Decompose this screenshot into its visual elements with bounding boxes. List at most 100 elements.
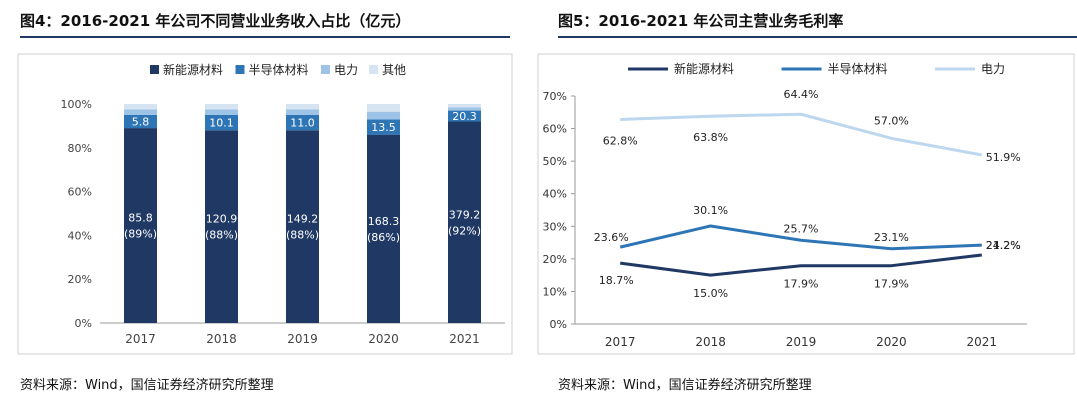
bar-segment-2 [124, 109, 157, 115]
legend-label-1: 半导体材料 [249, 63, 309, 77]
bar-segment-3 [367, 104, 400, 112]
line-data-label: 57.0% [874, 114, 909, 127]
series-line-1 [619, 224, 982, 251]
bar-segment-3 [205, 104, 238, 110]
legend-swatch-2 [321, 65, 330, 74]
bar-data-label: 13.5 [371, 121, 396, 134]
y-tick-label: 50% [543, 155, 567, 168]
y-tick-label: 60% [543, 123, 567, 136]
bar-data-label: 20.3 [452, 110, 477, 123]
plot-frame [17, 53, 513, 355]
bar-segment-0 [448, 121, 481, 324]
y-tick-label: 40% [543, 188, 567, 201]
legend-label-3: 其他 [382, 63, 406, 77]
x-tick-label: 2017 [125, 332, 156, 346]
right-chart-panel: 图5：2016-2021 年公司主营业务毛利率 新能源材料 半导体材料 电力 0% 10… [537, 0, 1077, 412]
line-data-label: 23.6% [594, 231, 629, 244]
legend-swatch-1 [235, 65, 245, 74]
legend-label-1: 半导体材料 [828, 62, 888, 76]
y-tick-label: 100% [61, 98, 92, 111]
line-chart: 新能源材料 半导体材料 电力 0% 10% 20% 30% 40% 50% 60% 70% 2017 2… [537, 53, 1075, 355]
bar-data-label: 11.0 [290, 117, 315, 130]
bar-segment-0 [205, 130, 238, 323]
y-tick-label: 20% [68, 273, 92, 286]
line-data-label: 30.1% [693, 204, 728, 217]
right-title-rule [558, 36, 1077, 38]
bar-data-label: 149.2 [287, 213, 319, 226]
line-data-label: 63.8% [693, 131, 728, 144]
bar-segment-1 [124, 114, 157, 129]
bar-segment-3 [286, 104, 319, 110]
bar-segment-3 [124, 104, 157, 110]
line-data-label: 23.1% [874, 231, 909, 244]
x-tick-label: 2021 [967, 335, 998, 349]
bar-segment-2 [367, 111, 400, 120]
stacked-bar-chart: 新能源材料 半导体材料 电力 其他 0% 20% 40% 60% 80% 100% 85.8 (89%… [17, 53, 513, 355]
bar-segment-0 [124, 128, 157, 323]
y-tick-label: 70% [543, 90, 567, 103]
bar-data-label: 5.8 [132, 116, 150, 129]
line-data-label: 64.4% [784, 88, 819, 101]
legend-label-2: 电力 [334, 63, 358, 77]
bar-segment-1 [205, 114, 238, 131]
line-data-label: 62.8% [603, 134, 638, 147]
x-tick-label: 2020 [876, 335, 907, 349]
bar-data-label: 120.9 [206, 213, 238, 226]
left-chart-panel: 图4：2016-2021 年公司不同营业业务收入占比（亿元） 新能源材料 半导体材… [0, 0, 520, 412]
y-tick-label: 10% [543, 285, 567, 298]
bar-segment-1 [367, 119, 400, 135]
left-chart-title: 图4：2016-2021 年公司不同营业业务收入占比（亿元） [20, 12, 411, 30]
bar-data-label: (92%) [448, 224, 481, 237]
y-tick-label: 30% [543, 220, 567, 233]
x-tick-label: 2017 [605, 335, 636, 349]
bar-data-label: 379.2 [449, 208, 481, 221]
y-tick-label: 20% [543, 253, 567, 266]
y-tick-label: 60% [68, 186, 92, 199]
line-data-label: 21.2% [986, 239, 1021, 252]
bar-data-label: 10.1 [209, 117, 234, 130]
line-data-label: 17.9% [784, 278, 819, 291]
legend-label-0: 新能源材料 [674, 61, 734, 76]
series-line-2 [620, 112, 983, 157]
x-tick-label: 2018 [695, 335, 726, 349]
left-source-note: 资料来源：Wind，国信证券经济研究所整理 [20, 378, 274, 393]
right-source-note: 资料来源：Wind，国信证券经济研究所整理 [558, 378, 812, 393]
line-data-label: 15.0% [693, 287, 728, 300]
line-data-label: 24.2% [986, 239, 1021, 252]
bar-segment-2 [205, 109, 238, 115]
bar-data-label: (88%) [286, 229, 319, 242]
legend-label-2: 电力 [981, 62, 1005, 76]
legend-swatch-0 [150, 65, 159, 74]
left-title-rule [20, 36, 510, 38]
line-data-label: 18.7% [599, 274, 634, 287]
x-tick-label: 2019 [786, 335, 817, 349]
bar-segment-0 [367, 134, 400, 323]
legend-swatch-3 [369, 65, 378, 74]
x-tick-label: 2019 [287, 332, 318, 346]
bar-segment-0 [286, 130, 319, 323]
y-tick-label: 80% [68, 142, 92, 155]
y-tick-label: 0% [550, 318, 567, 331]
x-tick-label: 2018 [206, 332, 237, 346]
bar-data-label: (89%) [124, 228, 157, 241]
x-tick-label: 2021 [449, 332, 480, 346]
series-line-0 [620, 253, 982, 277]
bar-data-label: 168.3 [368, 215, 400, 228]
y-tick-label: 40% [68, 229, 92, 242]
bar-data-label: (88%) [205, 229, 238, 242]
y-tick-label: 0% [75, 317, 92, 330]
right-chart-title: 图5：2016-2021 年公司主营业务毛利率 [558, 12, 844, 30]
line-data-label: 51.9% [986, 151, 1021, 164]
bar-segment-2 [448, 107, 481, 111]
plot-frame [537, 53, 1075, 355]
line-data-label: 25.7% [784, 222, 819, 235]
bar-data-label: (86%) [367, 231, 400, 244]
bar-data-label: 85.8 [128, 212, 153, 225]
bar-segment-1 [448, 110, 481, 122]
bar-segment-1 [286, 114, 319, 131]
line-data-label: 17.9% [874, 278, 909, 291]
x-tick-label: 2020 [368, 332, 399, 346]
bar-segment-3 [448, 104, 481, 108]
bar-segment-2 [286, 109, 319, 115]
legend-label-0: 新能源材料 [163, 62, 223, 77]
